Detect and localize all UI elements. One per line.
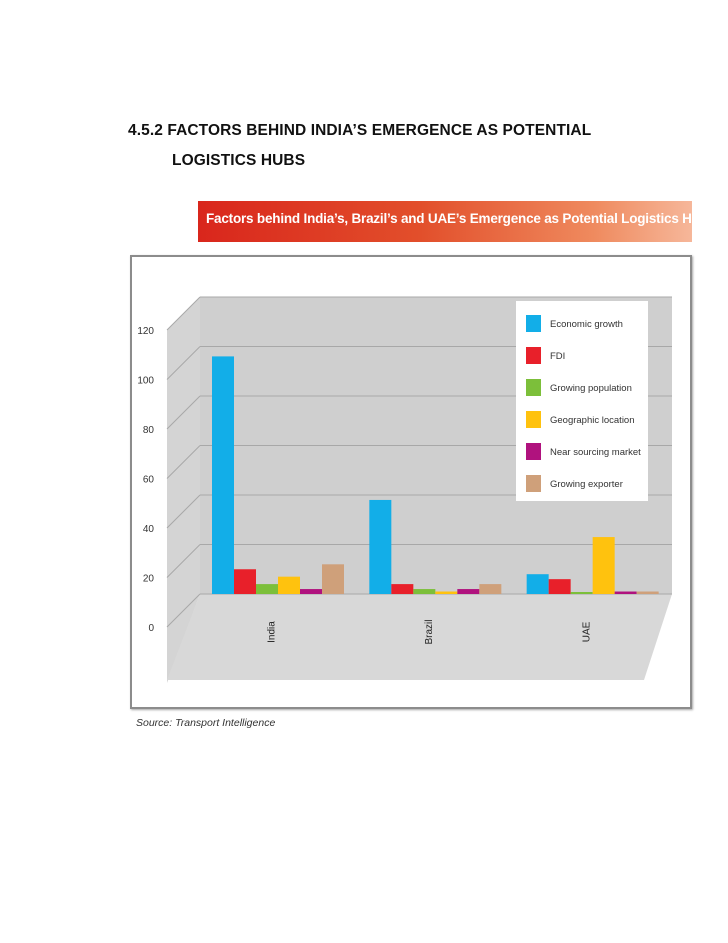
legend-entry: Growing population — [550, 383, 632, 394]
legend-entry: Growing exporter — [550, 479, 623, 490]
gridline-side — [166, 296, 201, 331]
chart-frame: 0 20 40 60 80 100 120 India Brazil UAE Economic gr… — [130, 255, 692, 709]
legend-swatch — [526, 411, 541, 428]
x-category-label: Brazil — [424, 619, 435, 644]
chart-side-wall — [167, 297, 200, 683]
bar — [614, 591, 637, 594]
bar — [322, 564, 344, 594]
chart-source: Source: Transport Intelligence — [136, 717, 276, 729]
gridline-side — [166, 544, 201, 578]
x-category-label: UAE — [581, 621, 592, 642]
chart-floor — [167, 594, 672, 680]
legend-entry: Near sourcing market — [550, 447, 641, 458]
legend-swatch — [526, 379, 541, 396]
legend-swatch — [526, 475, 541, 492]
gridline-side — [166, 346, 201, 380]
section-heading-line1: 4.5.2 FACTORS BEHIND INDIA’S EMERGENCE A… — [128, 122, 592, 139]
bar — [526, 574, 549, 594]
bar-chart: 0 20 40 60 80 100 120 India Brazil UAE Economic gr… — [137, 296, 672, 683]
bar — [457, 589, 480, 594]
y-tick-label: 20 — [143, 574, 155, 585]
legend-box — [516, 301, 648, 501]
bar — [212, 356, 234, 594]
y-tick-label: 100 — [137, 376, 154, 387]
x-category-label: India — [267, 621, 278, 643]
bar — [592, 537, 615, 594]
legend-swatch — [526, 443, 541, 460]
bar — [570, 592, 593, 594]
bar — [278, 576, 300, 594]
chart-title-banner: Factors behind India’s, Brazil’s and UAE… — [198, 201, 715, 242]
gridline-side — [166, 445, 201, 479]
chart-title: Factors behind India’s, Brazil’s and UAE… — [206, 211, 716, 226]
legend-swatch — [526, 347, 541, 364]
gridline-side — [166, 494, 201, 529]
bar — [636, 591, 659, 594]
bar — [369, 499, 392, 594]
bar — [413, 589, 436, 594]
y-tick-label: 80 — [143, 425, 155, 436]
bar — [391, 584, 414, 594]
bar — [479, 584, 502, 594]
legend-entry: Geographic location — [550, 415, 635, 426]
legend-entry: FDI — [550, 351, 565, 362]
y-tick-label: 0 — [148, 623, 154, 634]
bar — [548, 579, 571, 594]
y-tick-label: 60 — [143, 475, 155, 486]
bar — [435, 591, 458, 594]
legend-swatch — [526, 315, 541, 332]
bar — [234, 569, 256, 594]
y-tick-label: 40 — [143, 524, 155, 535]
bar — [300, 589, 322, 594]
y-tick-label: 120 — [137, 326, 154, 337]
bar — [256, 584, 278, 594]
gridline-side — [166, 395, 201, 430]
section-heading: 4.5.2 FACTORS BEHIND INDIA’S EMERGENCE A… — [128, 116, 688, 176]
gridline-side — [166, 593, 201, 628]
section-heading-line2: LOGISTICS HUBS — [172, 152, 306, 169]
legend-entry: Economic growth — [550, 319, 623, 330]
